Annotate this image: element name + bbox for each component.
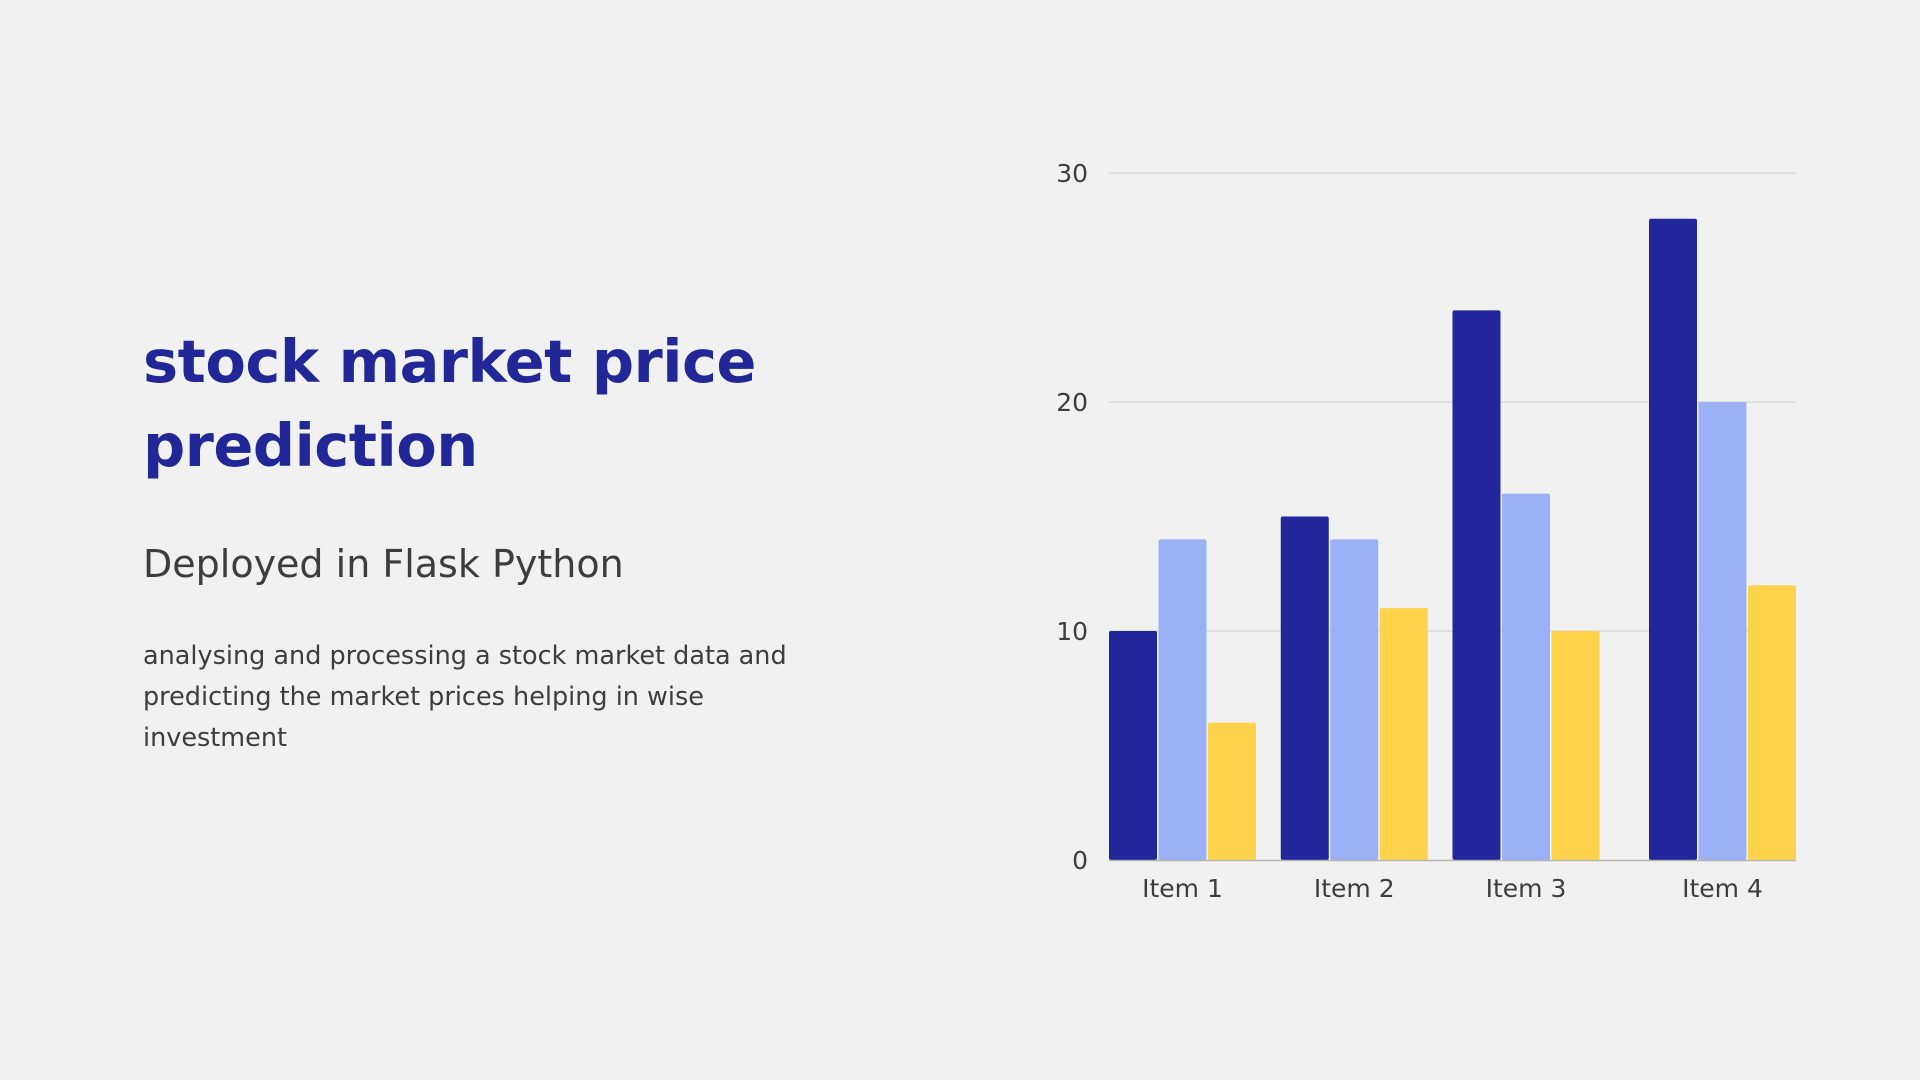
bar-chart-svg: 0 10 20 30 Item 1 Item 2 Item 3 Item 4: [1056, 159, 1796, 903]
slide-description: analysing and processing a stock market …: [143, 641, 787, 753]
y-tick-label: 0: [1072, 846, 1088, 875]
x-tick-label: Item 4: [1682, 874, 1763, 903]
y-tick-label: 10: [1056, 617, 1088, 646]
bar: [1330, 539, 1379, 860]
x-tick-label: Item 2: [1314, 874, 1395, 903]
bar: [1551, 631, 1600, 860]
x-tick-label: Item 1: [1142, 874, 1223, 903]
bar: [1698, 402, 1747, 860]
text-block: stock market price prediction Deployed i…: [143, 320, 843, 759]
y-tick-label: 20: [1056, 388, 1088, 417]
bar: [1109, 631, 1157, 860]
bar: [1748, 585, 1796, 860]
bar: [1502, 493, 1550, 860]
x-tick-label: Item 3: [1486, 874, 1567, 903]
bar: [1208, 722, 1256, 860]
bar: [1158, 539, 1207, 860]
slide-subtitle: Deployed in Flask Python: [143, 542, 624, 586]
bar: [1280, 516, 1329, 860]
bar-chart: 0 10 20 30 Item 1 Item 2 Item 3 Item 4: [1040, 140, 1860, 920]
y-tick-label: 30: [1056, 159, 1088, 188]
bar: [1649, 218, 1697, 861]
bar: [1452, 310, 1501, 860]
bar: [1379, 608, 1428, 860]
slide-title: stock market price prediction: [143, 327, 756, 480]
